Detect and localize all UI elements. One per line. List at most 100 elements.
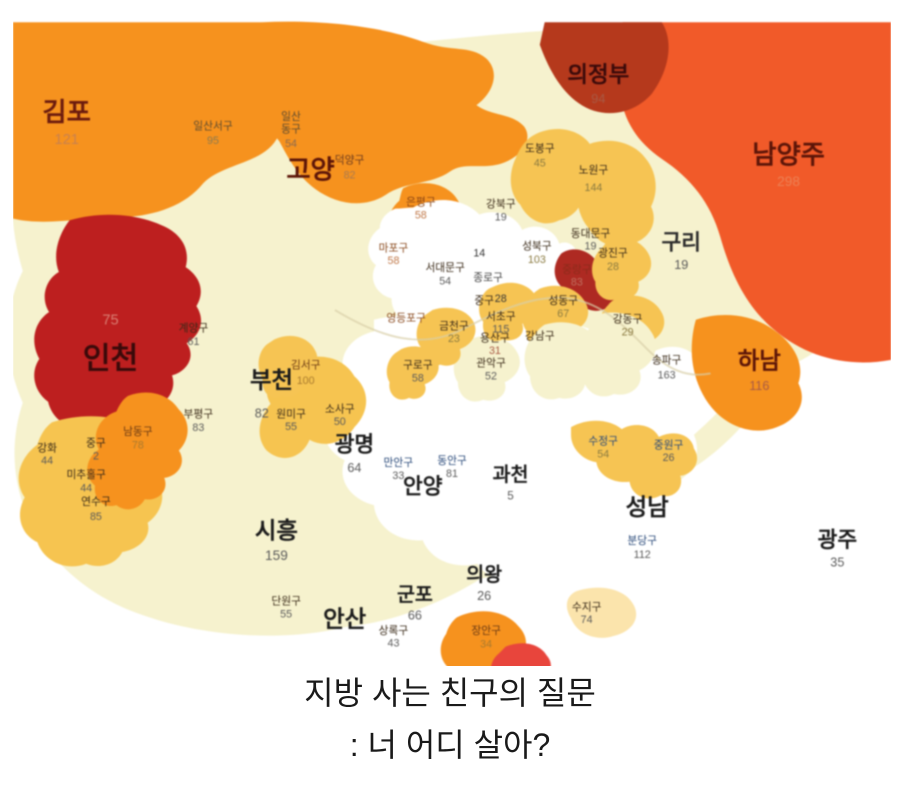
svg-text:121: 121 [54,132,78,148]
svg-text:인천: 인천 [83,342,139,376]
svg-text:82: 82 [255,406,269,420]
svg-text:장안구: 장안구 [471,625,501,637]
svg-text:도봉구: 도봉구 [525,143,555,155]
svg-text:52: 52 [485,370,497,382]
svg-text:만안구: 만안구 [384,457,414,469]
svg-text:강남구: 강남구 [525,330,555,342]
svg-text:55: 55 [280,608,292,620]
svg-text:14: 14 [473,247,485,259]
svg-text:구로구: 구로구 [403,360,433,372]
svg-text:159: 159 [265,548,288,563]
svg-text:광진구: 광진구 [598,247,628,259]
svg-text:5: 5 [507,489,514,502]
svg-text:23: 23 [448,333,460,345]
svg-text:81: 81 [446,468,458,480]
svg-text:58: 58 [415,209,427,221]
svg-text:43: 43 [387,638,399,650]
svg-text:송파구: 송파구 [652,355,682,367]
svg-text:중구: 중구 [86,438,106,450]
svg-text:강화: 강화 [37,443,57,455]
svg-text:종로구: 종로구 [473,272,503,284]
svg-text:144: 144 [585,182,603,194]
svg-text:원미구: 원미구 [276,408,306,420]
svg-text:54: 54 [285,138,297,150]
svg-text:계양구: 계양구 [179,323,209,335]
svg-text:부천: 부천 [250,367,293,393]
svg-text:성동구: 성동구 [548,295,578,307]
svg-text:광주: 광주 [818,528,857,552]
svg-text:58: 58 [412,372,424,384]
svg-text:31: 31 [489,345,501,357]
svg-text:50: 50 [334,416,346,428]
svg-text:19: 19 [585,241,597,253]
svg-text:28: 28 [607,261,619,273]
svg-text:중랑구: 중랑구 [562,264,592,276]
svg-text:마포구: 마포구 [379,243,409,255]
svg-text:28: 28 [495,293,507,305]
svg-text:동대문구: 동대문구 [571,228,611,240]
svg-text:115: 115 [492,323,509,335]
svg-text:64: 64 [347,461,361,475]
svg-text:33: 33 [392,470,404,482]
svg-text:103: 103 [528,254,546,266]
svg-text:100: 100 [297,375,315,387]
svg-text:일산서구: 일산서구 [193,120,233,133]
svg-text:67: 67 [557,308,569,320]
svg-text:군포: 군포 [397,584,433,606]
svg-text:김포: 김포 [42,97,90,127]
svg-text:44: 44 [80,483,92,495]
svg-text:성북구: 성북구 [522,241,552,253]
svg-text:26: 26 [477,589,491,603]
svg-text:298: 298 [777,174,800,189]
svg-text:58: 58 [387,255,399,267]
svg-text:성남: 성남 [626,494,670,520]
svg-text:116: 116 [749,379,769,393]
svg-text:54: 54 [597,448,609,460]
svg-text:61: 61 [188,336,200,348]
svg-text:단원구: 단원구 [271,596,301,608]
svg-text:45: 45 [534,158,546,170]
svg-text:중구: 중구 [474,295,494,307]
svg-text:남양주: 남양주 [752,140,825,170]
svg-text:덕양구: 덕양구 [335,155,365,167]
svg-text:수정구: 수정구 [588,436,618,448]
svg-text:일산: 일산 [281,110,301,123]
svg-text:소사구: 소사구 [325,403,355,415]
svg-text:83: 83 [192,422,204,434]
svg-text:시흥: 시흥 [255,517,298,543]
svg-text:중원구: 중원구 [654,440,684,452]
svg-text:19: 19 [495,211,507,223]
svg-text:85: 85 [90,511,102,523]
svg-text:19: 19 [674,258,688,272]
svg-text:노원구: 노원구 [579,164,609,176]
svg-text:83: 83 [571,277,583,289]
svg-text:고양: 고양 [286,154,334,184]
svg-text:26: 26 [663,452,675,464]
svg-text:은평구: 은평구 [406,197,436,209]
svg-text:74: 74 [581,614,593,626]
svg-text:수지구: 수지구 [572,602,602,614]
svg-text:2: 2 [93,450,99,462]
svg-text:163: 163 [658,369,676,381]
svg-text:82: 82 [344,169,356,181]
svg-text:강동구: 강동구 [613,314,643,326]
svg-text:78: 78 [132,440,144,452]
svg-text:안산: 안산 [323,606,367,632]
svg-text:과천: 과천 [493,464,529,486]
svg-text:의정부: 의정부 [567,62,629,87]
svg-text:광명: 광명 [335,433,374,457]
svg-text:동구: 동구 [281,124,301,136]
svg-text:동안구: 동안구 [437,455,467,467]
svg-text:서초구: 서초구 [486,311,516,323]
svg-text:서대문구: 서대문구 [425,262,465,274]
svg-text:미추홀구: 미추홀구 [66,468,106,481]
svg-text:의왕: 의왕 [466,564,502,586]
svg-text:구리: 구리 [662,231,701,255]
svg-text:영등포구: 영등포구 [386,313,426,325]
svg-text:금천구: 금천구 [439,321,469,333]
svg-text:44: 44 [41,455,53,467]
svg-text:관악구: 관악구 [476,358,506,370]
svg-text:35: 35 [830,556,844,570]
svg-text:강북구: 강북구 [486,199,516,211]
svg-text:66: 66 [408,608,422,622]
